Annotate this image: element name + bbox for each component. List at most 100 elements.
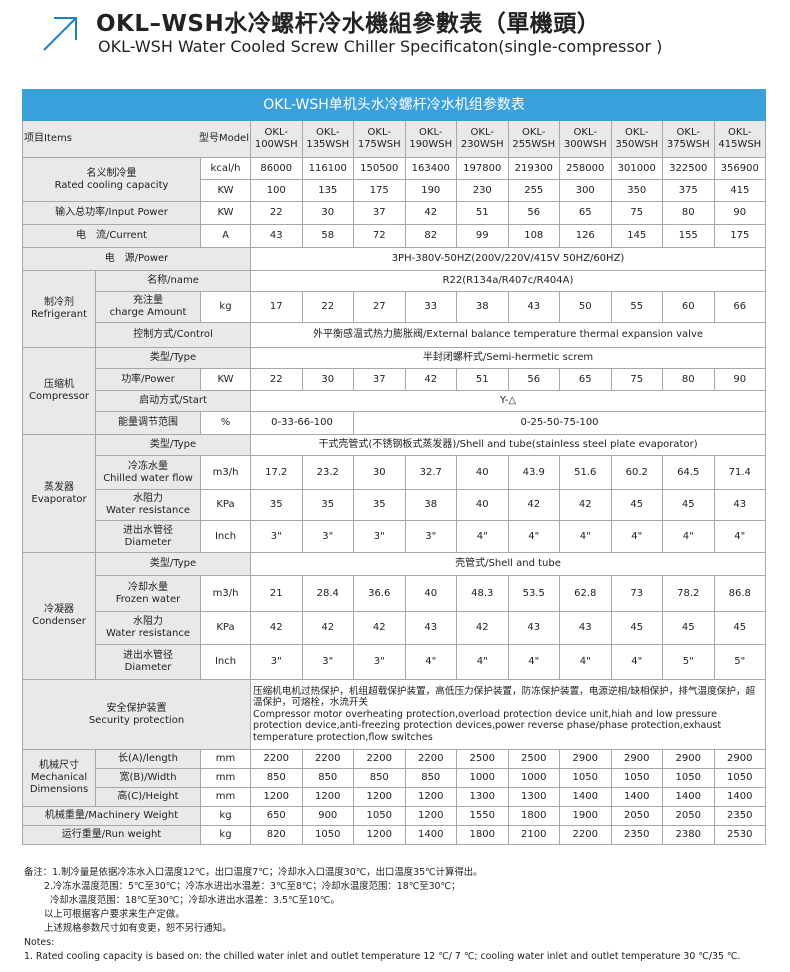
table-cell: 4" <box>662 520 715 553</box>
cell-line: 冷凝器 <box>44 604 74 615</box>
table-cell: 1050 <box>559 768 612 788</box>
table-cell: 43 <box>250 224 303 248</box>
title-cn: OKL–WSH水冷螺杆冷水機組參數表（單機頭） <box>96 11 601 37</box>
table-cell: 86.8 <box>713 575 767 612</box>
table-cell: mm <box>200 749 251 769</box>
table-cell: 190 <box>404 179 457 202</box>
table-cell: 75 <box>610 201 663 225</box>
table-row: 水阻力 Water resistance KPa 42 42 42 43 42 43 43 45 45… <box>23 611 767 645</box>
notes: 备注：1.制冷量是依据冷冻水入口温度12℃，出口温度7℃；冷却水入口温度30℃，… <box>24 866 740 964</box>
table-cell: 197800 <box>456 157 509 180</box>
table-cell: m3/h <box>200 455 251 490</box>
model-header: OKL-190WSH <box>404 120 457 158</box>
table-cell: 350 <box>610 179 663 202</box>
table-cell: 类型/Type <box>95 434 251 456</box>
table-cell: 850 <box>250 768 303 788</box>
note-line: 备注：1.制冷量是依据冷冻水入口温度12℃，出口温度7℃；冷却水入口温度30℃，… <box>24 867 483 878</box>
table-cell: 42 <box>507 489 560 521</box>
table-cell: 60.2 <box>610 455 663 490</box>
table-cell: 86000 <box>250 157 303 180</box>
table-row: 水阻力 Water resistance KPa 35 35 35 38 40 42 42 45 45… <box>23 489 767 521</box>
table-cell: 宽(B)/Width <box>95 768 201 788</box>
arrow-icon <box>43 17 77 51</box>
table-cell: 116100 <box>301 157 354 180</box>
table-row: 蒸发器 Evaporator 类型/Type 干式壳管式(不锈钢板式蒸发器)/Shel… <box>22 434 767 553</box>
table-cell: 73 <box>610 575 663 612</box>
table-cell: 35 <box>353 489 406 521</box>
table-cell: 1300 <box>507 787 560 807</box>
model-header: OKL-300WSH <box>559 120 612 158</box>
cell-line: Chilled water flow <box>103 472 193 484</box>
cell-line: Rated cooling capacity <box>54 179 169 191</box>
table-cell: 5" <box>662 644 715 680</box>
table-cell: 1400 <box>713 787 767 807</box>
table-cell: 4" <box>559 520 612 553</box>
table-cell: 1550 <box>456 806 509 826</box>
table-cell: KW <box>200 368 251 391</box>
table-row: 电 源/Power 3PH-380V-50HZ(200V/220V/415V 50… <box>22 247 767 271</box>
table-cell: 名称/name <box>95 270 251 292</box>
table-cell: 制冷剂 Refrigerant <box>22 270 96 348</box>
table-cell: 45 <box>610 489 663 521</box>
table-cell: 运行重量/Run weight <box>22 825 201 845</box>
table-cell: 启动方式/Start <box>95 390 251 412</box>
table-cell: 3" <box>301 520 354 553</box>
table-cell: 37 <box>353 368 406 391</box>
table-cell: 机械尺寸 Mechanical Dimensions <box>22 749 96 807</box>
table-cell: 820 <box>250 825 303 845</box>
table-cell: 43.9 <box>507 455 560 490</box>
table-cell: 1050 <box>662 768 715 788</box>
table-cell: 90 <box>713 201 767 225</box>
model-header: OKL-350WSH <box>610 120 663 158</box>
table-cell: 258000 <box>559 157 612 180</box>
table-cell: 2530 <box>713 825 767 845</box>
table-cell: 3" <box>250 520 303 553</box>
cell-line: 名义制冷量 <box>86 167 137 179</box>
table-cell: 30 <box>353 455 406 490</box>
table-cell: 3" <box>404 520 457 553</box>
table-cell: 64.5 <box>662 455 715 490</box>
table-cell: 43 <box>559 611 612 645</box>
table-cell: 冷冻水量 Chilled water flow <box>95 455 201 490</box>
model-header: OKL-135WSH <box>301 120 354 158</box>
table-cell: 62.8 <box>559 575 612 612</box>
table-cell: 5" <box>713 644 767 680</box>
table-cell: 23.2 <box>301 455 354 490</box>
table-cell: 145 <box>610 224 663 248</box>
table-cell: 3PH-380V-50HZ(200V/220V/415V 50HZ/60HZ) <box>249 247 767 271</box>
table-cell: 控制方式/Control <box>95 322 251 348</box>
table-cell: 2350 <box>713 806 767 826</box>
table-cell: 45 <box>662 611 715 645</box>
table-row: 机械重量/Machinery Weight kg 650 900 1050 1200 155… <box>22 806 767 826</box>
table-row: 进出水管径 Diameter Inch 3" 3" 3" 4" 4" 4" 4" 4" 5" 5" <box>23 644 767 680</box>
item-label: 项目Items <box>24 133 72 144</box>
table-cell: 壳管式/Shell and tube <box>249 552 767 576</box>
table-cell: 38 <box>404 489 457 521</box>
table-cell: 75 <box>610 368 663 391</box>
table-cell: 类型/Type <box>95 552 251 576</box>
table-cell: 850 <box>301 768 354 788</box>
table-cell: 2900 <box>610 749 663 769</box>
table-row: 冷却水量 Frozen water m3/h 21 28.4 36.6 40 48.3 53.5… <box>23 575 767 612</box>
table-cell: 1050 <box>301 825 354 845</box>
table-cell: 35 <box>301 489 354 521</box>
cell-line: 压缩机 <box>44 379 74 390</box>
cell-line: 水阻力 <box>133 493 163 504</box>
table-cell: 2200 <box>404 749 457 769</box>
table-cell: 1400 <box>610 787 663 807</box>
table-cell: 3" <box>250 644 303 680</box>
table-cell: 45 <box>713 611 767 645</box>
model-header: OKL-230WSH <box>456 120 509 158</box>
table-cell: 45 <box>610 611 663 645</box>
table-cell: 108 <box>507 224 560 248</box>
table-cell: 2200 <box>250 749 303 769</box>
table-cell: 33 <box>404 291 457 323</box>
table-cell: 2200 <box>301 749 354 769</box>
table-row: 冷冻水量 Chilled water flow m3/h 17.2 23.2 30 32.7… <box>23 455 767 490</box>
table-cell: 42 <box>456 611 509 645</box>
table-cell: 42 <box>559 489 612 521</box>
table-row: 输入总功率/Input Power KW 22 30 37 42 51 56 65 75 80 90 <box>22 201 767 225</box>
table-cell: 43 <box>713 489 767 521</box>
table-cell: 51 <box>456 201 509 225</box>
table-cell: 45 <box>662 489 715 521</box>
